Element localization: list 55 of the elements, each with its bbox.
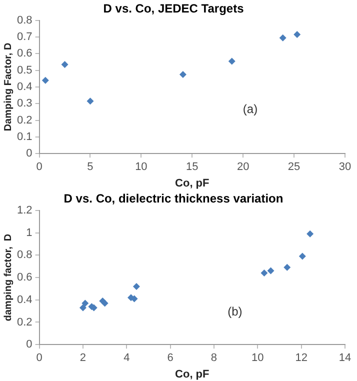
point [284, 264, 291, 271]
x-tick-label: 8 [210, 352, 218, 364]
x-tick-label: 5 [87, 161, 94, 174]
y-tick-label: 0.6 [16, 272, 32, 284]
y-tick-label: 0.3 [16, 98, 32, 110]
point [86, 98, 94, 105]
point [61, 61, 68, 68]
chart-title: D vs. Co, dielectric thickness variation [64, 192, 284, 206]
point [279, 34, 286, 42]
y-tick-label: 0 [26, 338, 32, 351]
y-tick-label: 1.2 [16, 204, 32, 216]
x-axis-title: Co, pF [175, 368, 210, 380]
y-tick-label: 0.4 [16, 294, 32, 306]
y-tick-label: 0.2 [16, 114, 32, 126]
chart-title: D vs. Co, JEDEC Targets [103, 2, 244, 16]
x-tick-label: 0 [36, 352, 42, 364]
x-tick-label: 10 [135, 161, 148, 174]
point [79, 304, 86, 312]
x-axis-title: Co, pF [175, 177, 210, 190]
y-tick-label: 0.1 [16, 130, 32, 143]
y-axis-title: damping factor, D [2, 234, 14, 322]
x-tick-label: 4 [124, 352, 130, 364]
y-tick-label: 0 [26, 148, 32, 160]
y-tick-label: 0.8 [16, 14, 32, 26]
point [82, 300, 89, 307]
point [42, 76, 49, 84]
x-tick-label: 20 [236, 161, 250, 174]
point [294, 31, 301, 38]
y-tick-label: 1 [26, 226, 32, 239]
x-tick-label: 10 [252, 352, 264, 364]
point [298, 252, 306, 260]
point [101, 300, 108, 307]
y-axis-title: Damping Factor, D [2, 42, 14, 132]
x-tick-label: 6 [167, 352, 174, 364]
x-tick-label: 12 [295, 352, 308, 364]
point [306, 230, 314, 238]
x-tick-label: 30 [338, 161, 352, 174]
x-tick-label: 25 [288, 161, 300, 174]
point [179, 71, 186, 78]
annotation: (a) [242, 102, 258, 116]
y-tick-label: 0.2 [16, 316, 32, 328]
point [260, 270, 268, 277]
x-tick-label: 15 [186, 161, 198, 174]
point [228, 58, 236, 65]
y-tick-label: 0.4 [16, 81, 32, 94]
y-tick-label: 0.5 [16, 64, 32, 76]
x-tick-label: 0 [36, 161, 42, 174]
annotation: (b) [228, 304, 242, 319]
x-tick-label: 2 [80, 352, 86, 364]
point [267, 267, 274, 274]
y-tick-label: 0.8 [16, 249, 32, 262]
y-tick-label: 0.6 [16, 48, 32, 60]
y-tick-label: 0.7 [16, 31, 32, 44]
point [132, 282, 140, 290]
x-tick-label: 14 [338, 352, 352, 364]
